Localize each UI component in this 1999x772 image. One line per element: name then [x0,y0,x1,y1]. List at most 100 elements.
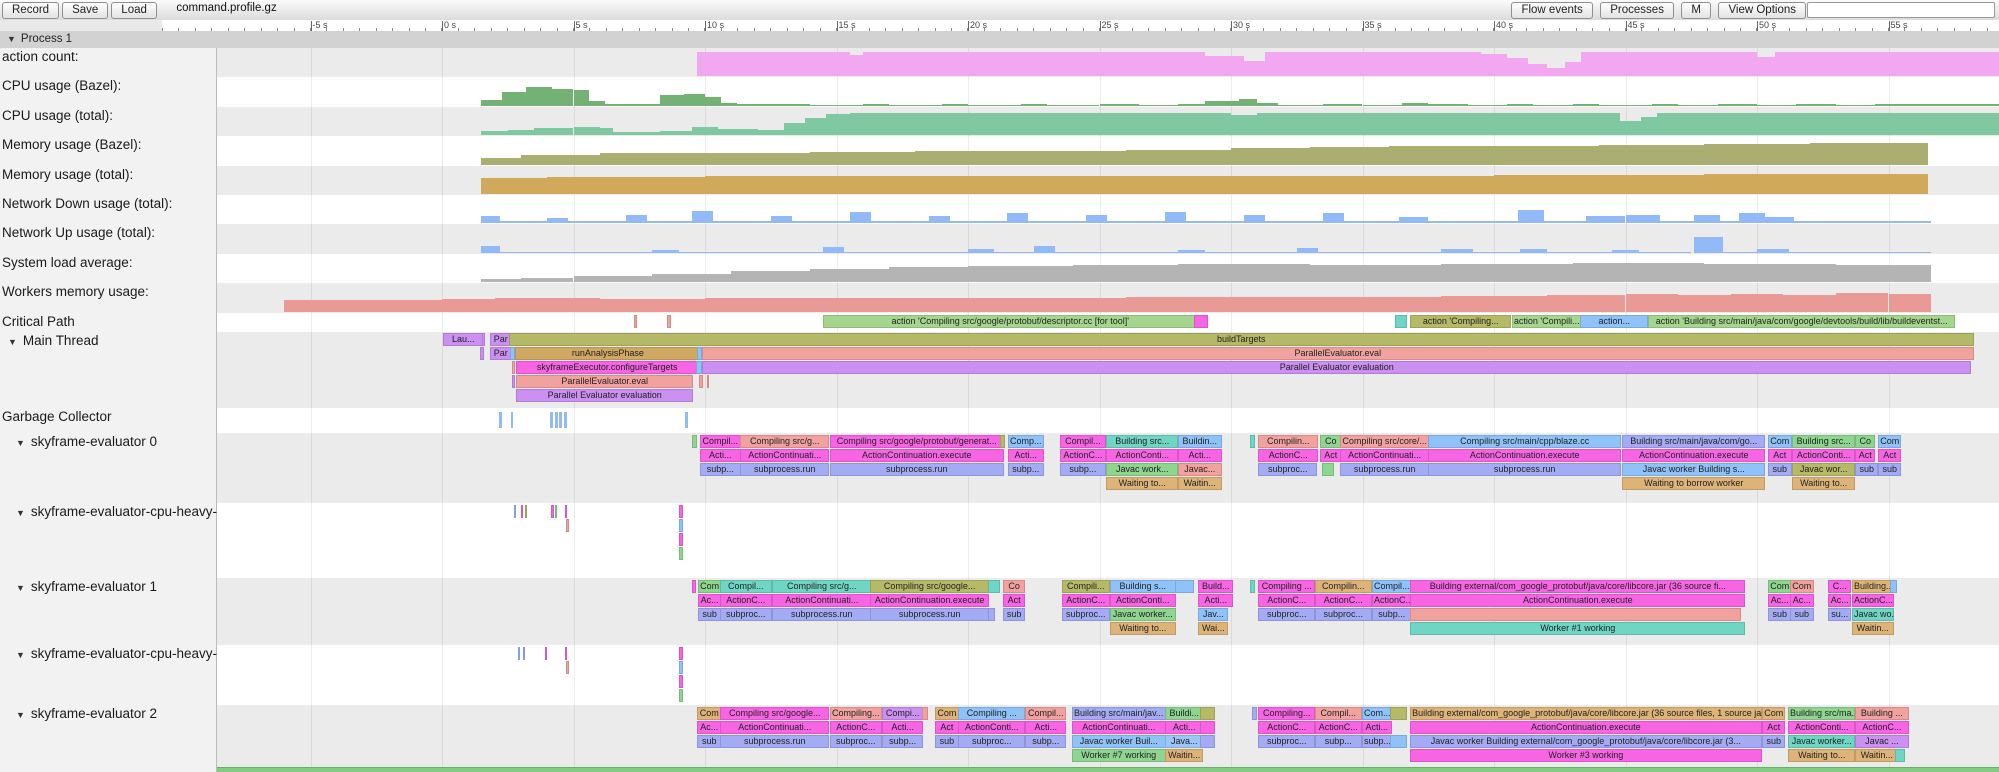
trace-slice[interactable]: ActionC... [829,721,882,734]
trace-slice[interactable]: Javac wor... [1791,463,1856,476]
trace-slice[interactable]: Compiling src/g... [739,435,830,448]
gc-event-tick[interactable] [685,412,688,428]
trace-slice[interactable]: Act [1319,449,1342,462]
trace-slice[interactable]: Acti... [1361,721,1392,734]
trace-slice[interactable]: Javac... [1177,463,1222,476]
trace-slice[interactable]: subprocess.run [719,735,830,748]
trace-slice[interactable]: Ac... [1768,594,1792,607]
trace-slice[interactable]: action 'Compiling src/google/protobuf/de… [823,315,1198,328]
collapse-triangle-icon[interactable]: ▼ [8,337,17,347]
trace-slice[interactable]: Acti... [1198,594,1234,607]
trace-slice[interactable] [633,315,638,328]
trace-slice[interactable]: sub [1789,608,1814,621]
trace-slice[interactable] [678,647,684,660]
trace-slice[interactable]: Act [935,721,959,734]
trace-slice[interactable]: Co [1319,435,1342,448]
collapse-triangle-icon[interactable]: ▼ [16,583,25,593]
trace-slice[interactable]: subp... [700,463,741,476]
trace-slice[interactable]: Compiling src/google/protobuf/generat... [829,435,1004,448]
trace-slice[interactable]: Compiling ... [1258,580,1316,593]
trace-slice[interactable]: ActionContinuati... [1339,449,1430,462]
trace-slice[interactable]: ActionConti... [1106,449,1179,462]
gc-event-tick[interactable] [550,412,553,428]
trace-slice[interactable] [678,661,684,674]
trace-slice[interactable]: Compiling src/main/cpp/blaze.cc [1427,435,1622,448]
trace-slice[interactable]: Compiling src/google... [869,580,990,593]
trace-slice[interactable] [1410,608,1742,621]
trace-slice[interactable]: Ac... [697,594,722,607]
trace-slice[interactable] [691,435,697,448]
trace-slice[interactable]: subp... [1371,608,1412,621]
trace-slice[interactable]: sub [935,735,959,748]
trace-slice[interactable]: ActionC... [1258,594,1316,607]
trace-slice[interactable] [1390,735,1408,748]
trace-slice[interactable] [707,375,710,388]
trace-slice[interactable]: Javac worker Building external/com_googl… [1410,735,1762,748]
trace-slice[interactable] [1390,707,1408,720]
trace-slice[interactable]: sub [1768,463,1792,476]
trace-slice[interactable]: subprocess.run [772,608,872,621]
trace-slice[interactable]: action 'Compili... [1511,315,1582,328]
trace-slice[interactable] [1249,580,1256,593]
trace-slice[interactable]: ActionContinuation.execute [1427,449,1622,462]
trace-slice[interactable]: Building src/ma... [1788,707,1856,720]
metadata-button[interactable]: M [1681,2,1711,19]
trace-slice[interactable]: ActionConti... [1110,594,1176,607]
trace-slice[interactable]: subproc... [1258,735,1316,748]
trace-slice[interactable]: Com [1768,580,1792,593]
trace-slice[interactable]: Wai... [1198,622,1229,635]
track-label-skyframe-evaluator-2[interactable]: ▼ skyframe-evaluator 2 [0,706,230,723]
trace-slice[interactable]: Building s... [1110,580,1176,593]
trace-slice[interactable]: skyframeExecutor.configureTargets [515,361,699,374]
trace-slice[interactable]: Building ... [1855,707,1909,720]
trace-slice[interactable] [550,505,554,518]
trace-slice[interactable]: action... [1580,315,1649,328]
trace-slice[interactable]: Co [1855,435,1876,448]
trace-slice[interactable]: Acti... [1164,721,1204,734]
trace-slice[interactable]: Parallel Evaluator evaluation [515,389,694,402]
trace-slice[interactable] [481,333,486,346]
trace-slice[interactable]: sub [1855,463,1879,476]
trace-slice[interactable] [510,347,515,360]
trace-slice[interactable]: Waitin... [1851,622,1894,635]
collapse-triangle-icon[interactable]: ▼ [16,710,25,720]
trace-slice[interactable]: Building external/com_google_protobuf/ja… [1410,580,1746,593]
trace-slice[interactable]: ActionContinuation.execute [829,449,1004,462]
trace-slice[interactable]: Acti... [700,449,741,462]
trace-slice[interactable]: Javac worker Buil... [1071,735,1166,748]
trace-slice[interactable]: Compilin... [1258,435,1319,448]
gc-event-tick[interactable] [564,412,567,428]
trace-slice[interactable]: Compil... [719,580,772,593]
trace-slice[interactable]: Buildin... [1177,435,1222,448]
trace-slice[interactable]: ActionContinuati... [739,449,830,462]
trace-slice[interactable]: Building src... [1106,435,1179,448]
gc-event-tick[interactable] [559,412,562,428]
trace-slice[interactable]: ActionContinuation.execute [1622,449,1766,462]
trace-slice[interactable]: ActionConti... [1788,721,1856,734]
trace-slice[interactable]: Building src/main/java/com/go... [1622,435,1766,448]
trace-slice[interactable] [514,505,517,518]
track-label-skyframe-evaluator-0[interactable]: ▼ skyframe-evaluator 0 [0,434,230,451]
trace-slice[interactable]: subproc... [1258,608,1316,621]
find-input[interactable] [1807,2,1995,18]
trace-slice[interactable]: ActionC... [1371,594,1412,607]
trace-slice[interactable]: sub [697,735,722,748]
trace-slice[interactable]: action 'Compiling... [1410,315,1512,328]
trace-slice[interactable]: Parallel Evaluator evaluation [702,361,1972,374]
trace-slice[interactable]: subp... [1025,735,1067,748]
trace-slice[interactable]: subprocess.run [1339,463,1430,476]
trace-slice[interactable]: Javac worker... [1110,608,1176,621]
trace-slice[interactable] [1000,435,1006,448]
trace-slice[interactable]: Ac... [1828,594,1852,607]
save-button[interactable]: Save [62,2,109,19]
trace-slice[interactable]: subproc... [1258,463,1318,476]
trace-slice[interactable]: ActionC... [1060,449,1106,462]
trace-slice[interactable]: ActionConti... [958,721,1026,734]
trace-slice[interactable] [1395,315,1408,328]
trace-slice[interactable] [1895,749,1905,762]
trace-slice[interactable]: Acti... [1007,449,1044,462]
trace-slice[interactable]: ActionContinuati... [772,594,872,607]
trace-slice[interactable]: sub [1877,463,1902,476]
trace-slice[interactable]: Javac ... [1855,735,1909,748]
trace-slice[interactable] [479,347,484,360]
